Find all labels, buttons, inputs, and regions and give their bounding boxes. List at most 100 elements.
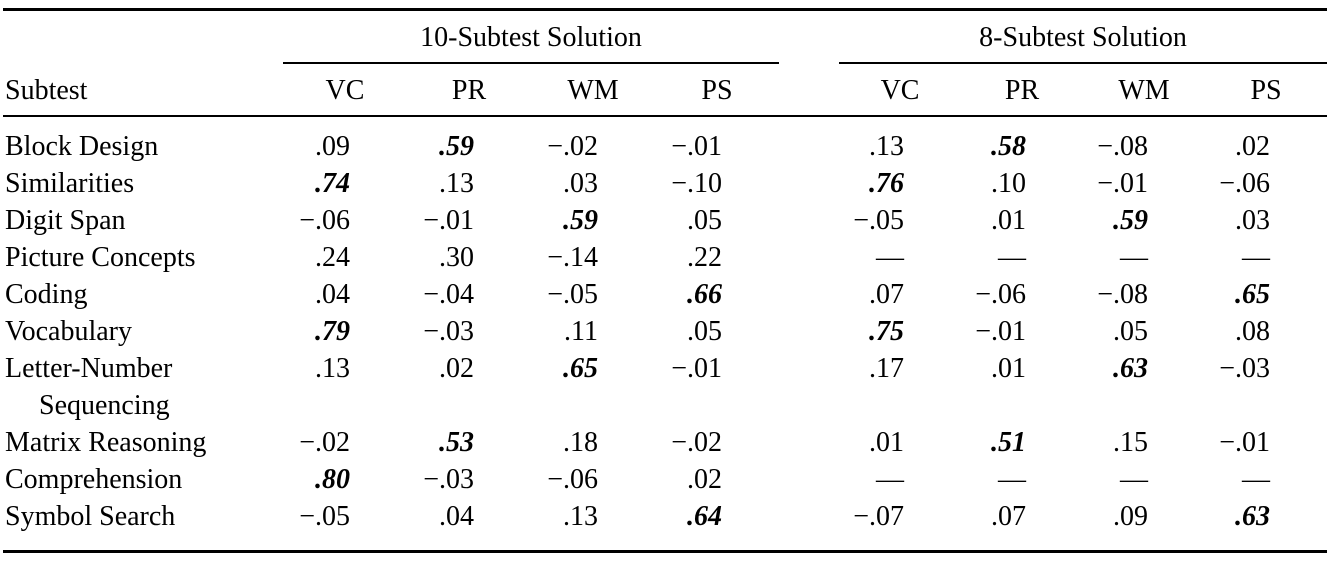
column-header-vc-8: VC <box>839 63 962 117</box>
group-header-blank <box>3 10 283 64</box>
value-cell-empty: — <box>1242 464 1271 495</box>
value-cell: −.03 <box>1219 353 1271 384</box>
value-cell: −.02 <box>547 131 598 162</box>
row-label: Comprehension <box>5 464 183 495</box>
row-label: Vocabulary <box>5 316 132 347</box>
column-header-ps-8: PS <box>1205 63 1327 117</box>
value-cell: .05 <box>687 205 723 236</box>
group-gap <box>779 10 839 64</box>
value-cell: −.01 <box>671 131 723 162</box>
value-cell: −.01 <box>975 316 1027 347</box>
group-gap <box>779 63 840 117</box>
value-cell-empty: — <box>998 242 1027 273</box>
group-label-10-subtest: 10-Subtest Solution <box>283 9 780 64</box>
value-cell: −.03 <box>423 464 474 495</box>
value-cell: .02 <box>1235 131 1271 162</box>
value-cell: .30 <box>439 242 474 273</box>
value-cell: .51 <box>991 427 1027 458</box>
value-cell: .75 <box>869 316 905 347</box>
value-cell: −.01 <box>1097 168 1149 199</box>
value-cell: −.03 <box>423 316 474 347</box>
value-cell: .53 <box>439 427 474 458</box>
value-cell: .03 <box>1235 205 1271 236</box>
table-row: Vocabulary .79 −.03 .11 .05 .75 −.01 .05 .08 <box>3 313 1327 350</box>
value-cell: .24 <box>315 242 350 273</box>
column-header-pr-8: PR <box>961 63 1084 117</box>
group-gap <box>779 202 839 239</box>
value-cell: −.07 <box>853 501 905 532</box>
group-gap <box>779 461 839 498</box>
value-cell: .58 <box>991 131 1027 162</box>
value-cell: −.05 <box>299 501 350 532</box>
column-header-ps-10: PS <box>655 63 780 117</box>
value-cell: .13 <box>563 501 598 532</box>
value-cell: .11 <box>564 316 598 347</box>
value-cell-empty: — <box>1242 242 1271 273</box>
value-cell: .05 <box>1113 316 1149 347</box>
table-row: Coding .04 −.04 −.05 .66 .07 −.06 −.08 .65 <box>3 276 1327 313</box>
table-row: Letter-Number Sequencing .13 .02 .65 −.01 .17.… <box>3 350 1327 424</box>
value-cell: −.05 <box>547 279 598 310</box>
value-cell-empty: — <box>876 242 905 273</box>
value-cell: .15 <box>1113 427 1149 458</box>
column-header-row: Subtest VC PR WM PS VC PR WM PS <box>3 63 1327 117</box>
group-gap <box>779 350 839 424</box>
row-label: Digit Span <box>5 205 126 236</box>
value-cell: .65 <box>1235 279 1271 310</box>
value-cell: −.02 <box>671 427 723 458</box>
value-cell: .79 <box>315 316 350 347</box>
value-cell: .74 <box>315 168 350 199</box>
value-cell: .08 <box>1235 316 1271 347</box>
value-cell: .02 <box>439 353 474 384</box>
value-cell: .10 <box>991 168 1027 199</box>
value-cell: .65 <box>563 353 598 384</box>
value-cell-empty: — <box>1120 242 1149 273</box>
factor-loadings-table: 10-Subtest Solution 8-Subtest Solution S… <box>3 8 1327 553</box>
row-label: Coding <box>5 279 88 310</box>
value-cell: .66 <box>687 279 723 310</box>
value-cell: −.02 <box>299 427 350 458</box>
value-cell: −.01 <box>423 205 474 236</box>
value-cell: .80 <box>315 464 350 495</box>
column-header-subtest: Subtest <box>3 63 283 117</box>
group-label-8-subtest: 8-Subtest Solution <box>839 9 1327 64</box>
value-cell: .63 <box>1235 501 1271 532</box>
value-cell: .02 <box>687 464 723 495</box>
row-label: Similarities <box>5 168 135 199</box>
value-cell: −.08 <box>1097 279 1149 310</box>
value-cell: −.04 <box>423 279 474 310</box>
value-cell: .01 <box>869 427 905 458</box>
group-gap <box>779 276 839 313</box>
table-row: Comprehension .80 −.03 −.06 .02 — — — — <box>3 461 1327 498</box>
value-cell: −.01 <box>1219 427 1271 458</box>
group-gap <box>779 424 839 461</box>
value-cell: −.06 <box>1219 168 1271 199</box>
value-cell: −.10 <box>671 168 723 199</box>
table-row: Similarities .74 .13 .03 −.10 .76 .10 −.01 −.06 <box>3 165 1327 202</box>
row-label: Block Design <box>5 131 159 162</box>
column-header-wm-10: WM <box>531 63 655 117</box>
group-gap <box>779 239 839 276</box>
value-cell: .64 <box>687 501 723 532</box>
value-cell: .05 <box>687 316 723 347</box>
row-label: Picture Concepts <box>5 242 196 273</box>
value-cell: .63 <box>1113 353 1149 384</box>
value-cell: −.08 <box>1097 131 1149 162</box>
row-label-line2: Sequencing <box>39 390 170 421</box>
value-cell-empty: — <box>876 464 905 495</box>
row-label: Letter-Number Sequencing <box>3 350 283 424</box>
group-gap <box>779 116 839 165</box>
value-cell: −.06 <box>547 464 598 495</box>
group-gap <box>779 165 839 202</box>
column-header-wm-8: WM <box>1083 63 1206 117</box>
value-cell: .01 <box>991 205 1027 236</box>
value-cell: .03 <box>563 168 598 199</box>
value-cell: .07 <box>991 501 1027 532</box>
group-gap <box>779 498 839 552</box>
column-header-vc-10: VC <box>283 63 407 117</box>
value-cell: .18 <box>563 427 598 458</box>
value-cell: .07 <box>869 279 905 310</box>
value-cell: .09 <box>315 131 350 162</box>
value-cell: .13 <box>315 353 350 384</box>
